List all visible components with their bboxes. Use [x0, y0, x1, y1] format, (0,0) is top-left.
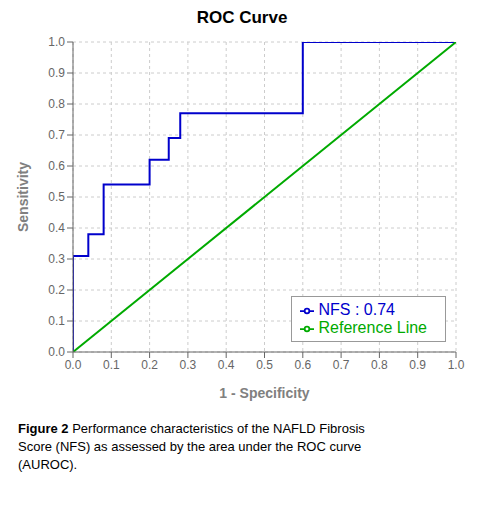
svg-text:1 - Specificity: 1 - Specificity: [219, 385, 309, 401]
svg-text:0.8: 0.8: [48, 97, 65, 111]
svg-text:1.0: 1.0: [448, 358, 465, 372]
svg-text:0.0: 0.0: [48, 345, 65, 359]
svg-text:0.3: 0.3: [48, 252, 65, 266]
svg-text:Sensitivity: Sensitivity: [15, 162, 31, 232]
svg-text:0.2: 0.2: [48, 283, 65, 297]
svg-text:0.1: 0.1: [103, 358, 120, 372]
html-text:Score (NFS) as assessed by the: Score (NFS) as assessed by the area unde…: [18, 439, 362, 454]
html-text:Figure 2 Performance character: Figure 2 Performance characteristics of …: [18, 421, 365, 436]
html-text:(AUROC).: (AUROC).: [18, 457, 78, 472]
svg-text:0.6: 0.6: [48, 159, 65, 173]
svg-text:0.5: 0.5: [256, 358, 273, 372]
svg-text:0.3: 0.3: [180, 358, 197, 372]
html-text:Reference Line: Reference Line: [318, 319, 427, 336]
svg-text:0.5: 0.5: [48, 190, 65, 204]
html-text:ROC Curve: ROC Curve: [196, 8, 288, 27]
svg-text:0.7: 0.7: [333, 358, 350, 372]
svg-text:0.4: 0.4: [48, 221, 65, 235]
html-text:NFS : 0.74: NFS : 0.74: [318, 301, 395, 318]
svg-text:0.9: 0.9: [409, 358, 426, 372]
svg-text:0.2: 0.2: [141, 358, 158, 372]
svg-text:0.9: 0.9: [48, 66, 65, 80]
svg-text:1.0: 1.0: [48, 35, 65, 49]
svg-text:0.0: 0.0: [65, 358, 82, 372]
svg-text:0.6: 0.6: [294, 358, 311, 372]
svg-text:0.8: 0.8: [371, 358, 388, 372]
svg-text:0.7: 0.7: [48, 128, 65, 142]
svg-text:0.1: 0.1: [48, 314, 65, 328]
svg-text:0.4: 0.4: [218, 358, 235, 372]
